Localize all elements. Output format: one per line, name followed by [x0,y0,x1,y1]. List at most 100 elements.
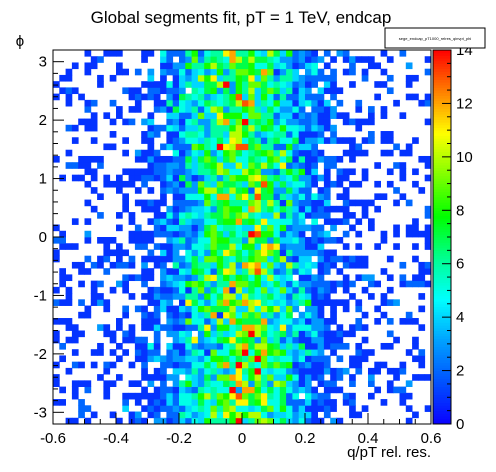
heatmap-bin [280,62,287,69]
heatmap-bin [255,312,262,319]
heatmap-bin [236,281,243,288]
heatmap-bin [211,75,218,82]
heatmap-bin [236,206,243,213]
heatmap-bin [362,119,369,126]
heatmap-bin [223,249,230,256]
heatmap-bin [135,106,142,113]
heatmap-bin [292,343,299,350]
heatmap-bin [311,349,318,356]
heatmap-bin [129,218,136,225]
heatmap-bin [248,175,255,182]
heatmap-bin [173,119,180,126]
heatmap-bin [343,368,350,375]
heatmap-bin [349,393,356,400]
heatmap-bin [248,349,255,356]
heatmap-bin [267,69,274,76]
heatmap-bin [248,62,255,69]
heatmap-bin [324,249,331,256]
heatmap-bin [160,50,167,57]
heatmap-bin [299,331,306,338]
heatmap-bin [318,318,325,325]
heatmap-bin [267,50,274,57]
heatmap-bin [211,312,218,319]
heatmap-bin [154,355,161,362]
heatmap-bin [349,374,356,381]
heatmap-bin [242,337,249,344]
heatmap-bin [229,331,236,338]
heatmap-bin [192,181,199,188]
heatmap-bin [368,274,375,281]
heatmap-bin [229,62,236,69]
heatmap-bin [261,75,268,82]
heatmap-bin [185,206,192,213]
heatmap-bin [223,243,230,250]
heatmap-bin [255,349,262,356]
heatmap-bin [311,374,318,381]
heatmap-bin [236,362,243,369]
heatmap-bin [97,374,104,381]
heatmap-bin [349,362,356,369]
heatmap-bin [198,262,205,269]
heatmap-bin [299,212,306,219]
heatmap-bin [211,393,218,400]
heatmap-bin [211,106,218,113]
heatmap-bin [85,237,92,244]
heatmap-bin [261,50,268,57]
heatmap-bin [425,175,432,182]
heatmap-bin [185,175,192,182]
heatmap-bin [286,405,293,412]
heatmap-bin [198,274,205,281]
heatmap-bin [192,349,199,356]
heatmap-bin [355,100,362,107]
heatmap-bin [280,106,287,113]
heatmap-bin [129,393,136,400]
heatmap-bin [173,374,180,381]
heatmap-bin [141,312,148,319]
heatmap-bin [97,75,104,82]
heatmap-bin [292,374,299,381]
heatmap-bin [148,405,155,412]
heatmap-bin [274,405,281,412]
heatmap-bin [311,405,318,412]
heatmap-bin [85,168,92,175]
heatmap-bin [204,181,211,188]
heatmap-bin [229,150,236,157]
heatmap-bin [305,150,312,157]
heatmap-bin [261,418,268,425]
heatmap-bin [274,299,281,306]
heatmap-bin [110,337,117,344]
heatmap-bin [355,181,362,188]
heatmap-bin [286,125,293,132]
heatmap-bin [135,306,142,313]
heatmap-bin [192,281,199,288]
heatmap-bin [166,318,173,325]
heatmap-bin [85,162,92,169]
heatmap-bin [242,405,249,412]
heatmap-bin [204,412,211,419]
heatmap-bin [381,50,388,57]
heatmap-bin [337,368,344,375]
heatmap-bin [330,94,337,101]
heatmap-bin [217,355,224,362]
heatmap-bin [425,206,432,213]
heatmap-bin [267,56,274,63]
heatmap-bin [280,175,287,182]
heatmap-bin [374,243,381,250]
heatmap-bin [110,144,117,151]
heatmap-bin [400,399,407,406]
heatmap-bin [141,368,148,375]
heatmap-bin [173,150,180,157]
heatmap-bin [248,212,255,219]
heatmap-bin [337,87,344,94]
heatmap-bin [406,81,413,88]
heatmap-bin [242,349,249,356]
heatmap-bin [204,312,211,319]
heatmap-bin [311,150,318,157]
heatmap-bin [211,50,218,57]
heatmap-bin [185,200,192,207]
heatmap-bin [91,412,98,419]
heatmap-bin [299,81,306,88]
heatmap-bin [59,281,66,288]
heatmap-bin [85,69,92,76]
heatmap-bin [129,168,136,175]
